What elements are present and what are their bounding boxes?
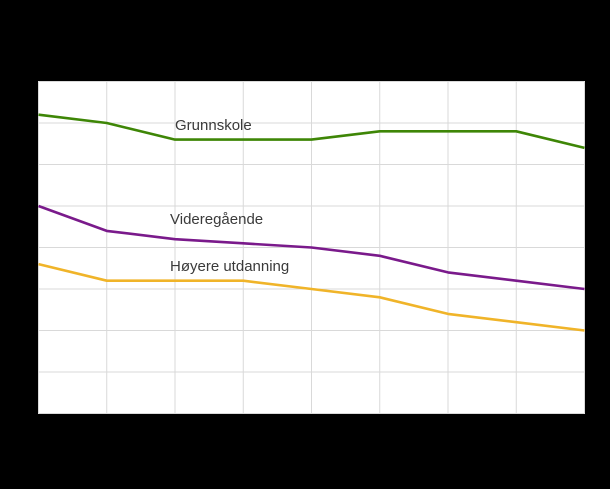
series-line-videreg-ende — [38, 204, 585, 291]
line-chart-svg — [38, 81, 585, 414]
series-line-grunnskole — [38, 113, 585, 150]
plot-area: Grunnskole Videregående Høyere utdanning — [38, 81, 585, 414]
series-line-h-yere-utdanning — [38, 262, 585, 332]
